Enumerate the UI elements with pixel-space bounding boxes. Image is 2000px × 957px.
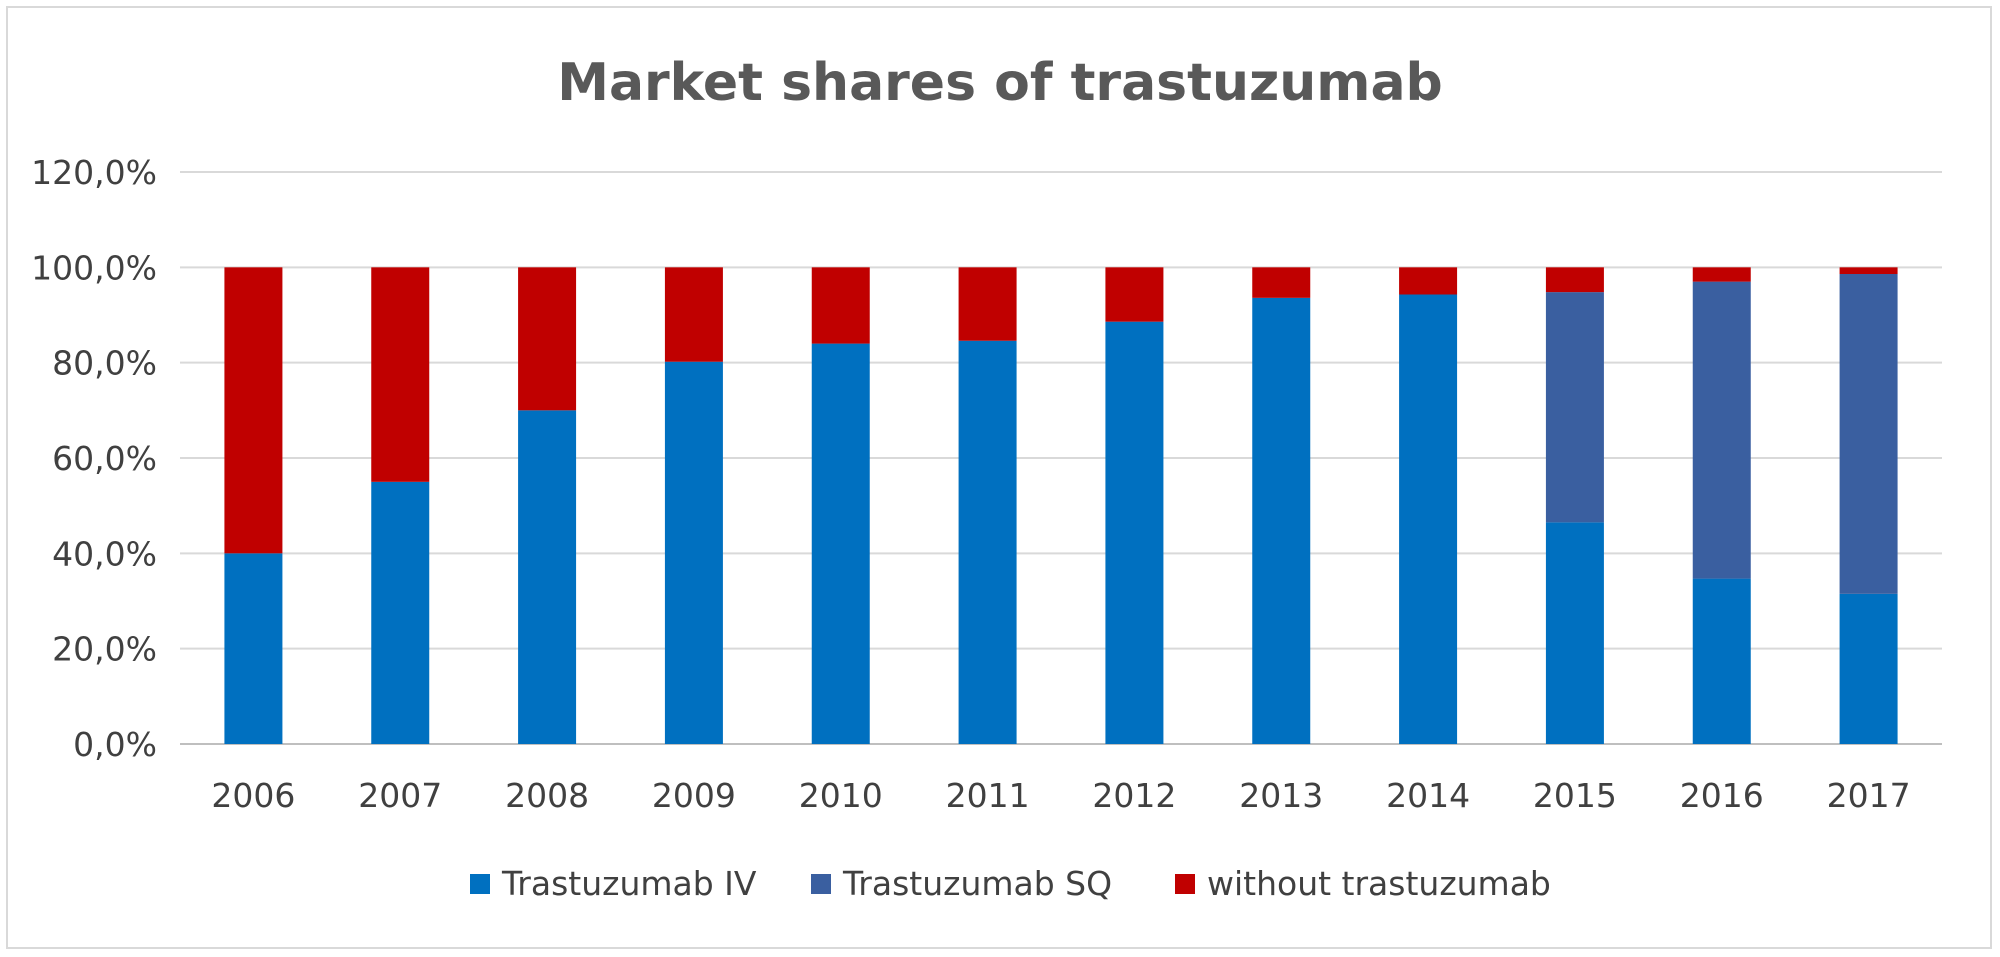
bar-segment-without (518, 267, 577, 411)
bar-segment-iv (371, 481, 430, 744)
y-tick-label: 100,0% (31, 248, 157, 287)
x-tick-label: 2010 (799, 776, 883, 815)
bar-segment-sq (1545, 292, 1604, 523)
legend-swatch-sq (811, 874, 831, 894)
y-tick-label: 40,0% (52, 534, 157, 573)
x-tick-label: 2016 (1680, 776, 1764, 815)
bar-segment-without (958, 267, 1017, 341)
x-tick-label: 2007 (358, 776, 442, 815)
bar-segment-without (1399, 267, 1458, 295)
bar-segment-iv (518, 410, 577, 744)
legend-label-without: without trastuzumab (1207, 864, 1551, 903)
bar-segment-without (371, 267, 430, 482)
y-tick-label: 0,0% (73, 725, 157, 764)
x-tick-label: 2013 (1239, 776, 1323, 815)
x-tick-label: 2014 (1386, 776, 1470, 815)
bar-segment-sq (1692, 281, 1751, 579)
bar-segment-sq (1839, 274, 1898, 594)
y-tick-label: 80,0% (52, 344, 157, 383)
bar-segment-iv (958, 340, 1017, 744)
legend-swatch-without (1175, 874, 1195, 894)
bar-segment-without (1105, 267, 1164, 322)
chart-title: Market shares of trastuzumab (557, 53, 1443, 113)
bar-segment-iv (1252, 297, 1311, 744)
gridlines (180, 171, 1942, 745)
bar-segment-iv (664, 361, 723, 744)
x-tick-label: 2017 (1827, 776, 1911, 815)
x-tick-label: 2011 (946, 776, 1030, 815)
bar-segment-without (811, 267, 870, 344)
bar-segment-iv (1839, 593, 1898, 744)
bar-segment-iv (1692, 578, 1751, 744)
bar-segment-without (1545, 267, 1604, 293)
y-tick-label: 60,0% (52, 439, 157, 478)
legend-label-iv: Trastuzumab IV (501, 864, 757, 903)
y-tick-label: 20,0% (52, 630, 157, 669)
bar-segment-iv (224, 553, 283, 744)
legend-swatch-iv (470, 874, 490, 894)
x-tick-label: 2006 (211, 776, 295, 815)
y-tick-label: 120,0% (31, 153, 157, 192)
bar-segment-iv (1545, 522, 1604, 744)
x-tick-label: 2012 (1092, 776, 1176, 815)
legend-label-sq: Trastuzumab SQ (842, 864, 1112, 903)
bar-segment-iv (1105, 321, 1164, 744)
x-tick-label: 2015 (1533, 776, 1617, 815)
bar-segment-iv (1399, 294, 1458, 744)
bar-segment-without (1839, 267, 1898, 275)
legend: Trastuzumab IV Trastuzumab SQ without tras… (470, 864, 1551, 903)
bar-segment-iv (811, 343, 870, 744)
bar-segment-without (1692, 267, 1751, 282)
y-axis-ticks: 0,0% 20,0% 40,0% 60,0% 80,0% 100,0% 120,0% (31, 153, 157, 764)
bars (224, 267, 1898, 744)
x-axis-ticks: 2006 2007 2008 2009 2010 2011 2012 2013 2014 2015… (211, 776, 1910, 815)
x-tick-label: 2009 (652, 776, 736, 815)
x-tick-label: 2008 (505, 776, 589, 815)
bar-segment-without (224, 267, 283, 554)
bar-segment-without (1252, 267, 1311, 298)
bar-segment-without (664, 267, 723, 362)
